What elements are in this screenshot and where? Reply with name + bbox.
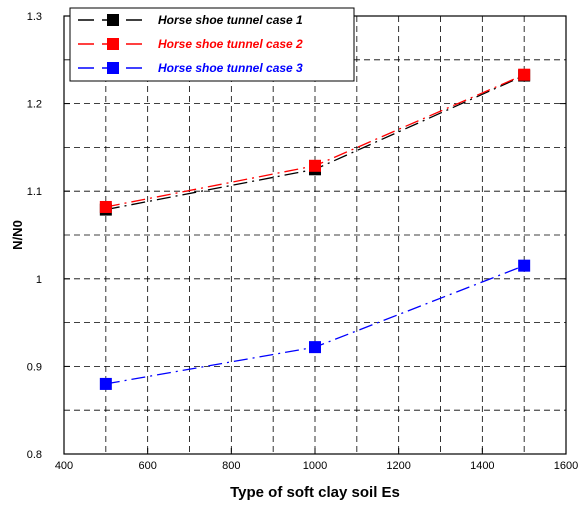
y-tick-label: 0.9 [27, 361, 42, 373]
legend: Horse shoe tunnel case 1 Horse shoe tunne… [78, 13, 303, 75]
x-tick-label: 1000 [303, 460, 327, 472]
legend-label-3: Horse shoe tunnel case 3 [158, 61, 303, 75]
x-tick-label: 600 [138, 460, 156, 472]
data-point-marker [309, 159, 321, 172]
series-markers [99, 68, 531, 390]
legend-marker-3 [107, 62, 119, 74]
x-tick-label: 800 [222, 460, 240, 472]
legend-label-2: Horse shoe tunnel case 2 [158, 37, 303, 51]
data-point-marker [99, 200, 112, 213]
legend-marker-1 [107, 14, 119, 26]
y-tick-label: 1.3 [27, 11, 42, 23]
y-axis-title: N/N0 [10, 220, 25, 250]
grid-lines [64, 16, 566, 454]
data-point-marker [99, 377, 112, 390]
data-point-marker [518, 68, 531, 81]
axis-ticks [63, 15, 567, 455]
y-tick-label: 1.2 [27, 99, 42, 111]
y-tick-label: 0.8 [27, 449, 42, 461]
x-tick-label: 1200 [386, 460, 410, 472]
x-tick-label: 1400 [470, 460, 494, 472]
x-tick-label: 400 [55, 460, 73, 472]
legend-marker-2 [107, 38, 119, 50]
data-point-marker [309, 341, 321, 354]
x-tick-label: 1600 [554, 460, 578, 472]
tick-labels: 400 600 800 1000 1200 1400 1600 0.8 0.9 1 1.1 1.2 1.… [27, 11, 579, 472]
legend-label-1: Horse shoe tunnel case 1 [158, 13, 303, 27]
y-tick-label: 1.1 [27, 186, 42, 198]
data-point-marker [518, 259, 531, 272]
y-tick-label: 1 [36, 274, 42, 286]
x-axis-title: Type of soft clay soil Es [230, 484, 400, 501]
